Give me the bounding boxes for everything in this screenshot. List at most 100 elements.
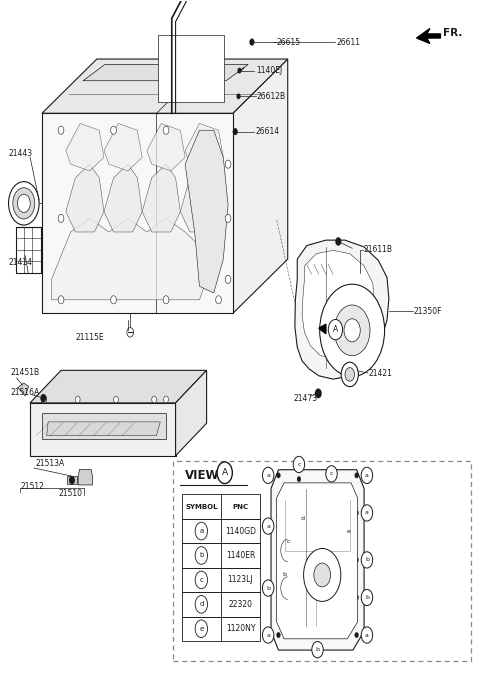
Text: b: b [315,647,320,652]
Polygon shape [66,164,104,232]
Polygon shape [42,59,288,113]
Circle shape [237,93,240,99]
Circle shape [297,539,301,544]
Circle shape [263,518,274,534]
Text: e: e [347,529,350,534]
Polygon shape [147,123,185,171]
Bar [157,35,225,102]
Bar [182,494,260,519]
Circle shape [355,473,359,478]
Circle shape [195,620,207,637]
Circle shape [303,548,341,601]
Text: d: d [300,516,305,521]
Polygon shape [78,469,93,485]
Polygon shape [185,130,228,293]
Polygon shape [18,383,29,396]
Circle shape [297,511,308,526]
Text: a: a [266,473,270,478]
Text: A: A [333,325,338,334]
Text: 21421: 21421 [369,368,393,377]
Text: c: c [297,462,300,467]
Circle shape [225,215,231,223]
Circle shape [9,182,39,225]
Circle shape [58,296,64,304]
Circle shape [75,396,80,403]
Circle shape [355,557,359,563]
Text: a: a [365,511,369,516]
Text: b: b [282,573,286,577]
Text: 21414: 21414 [9,258,33,267]
Text: VIEW: VIEW [185,469,220,482]
Circle shape [326,466,337,482]
Polygon shape [302,251,374,359]
Text: e: e [199,626,204,632]
Text: 26615: 26615 [277,37,301,46]
Polygon shape [295,240,389,379]
Circle shape [58,126,64,134]
Circle shape [238,68,241,74]
Circle shape [361,505,372,521]
Text: c: c [199,577,204,583]
Circle shape [17,194,30,212]
Circle shape [152,396,156,403]
Circle shape [336,238,341,246]
Text: 26611: 26611 [336,37,360,46]
Circle shape [283,533,294,550]
Circle shape [355,595,359,600]
Text: PNC: PNC [232,504,249,509]
Text: FR.: FR. [443,29,462,38]
Text: 22320: 22320 [228,600,252,609]
Circle shape [355,510,359,516]
Polygon shape [47,422,160,435]
Polygon shape [271,470,364,650]
Circle shape [345,368,355,381]
Circle shape [195,522,207,540]
Circle shape [315,389,322,398]
Bar [173,460,471,661]
Circle shape [361,627,372,643]
Polygon shape [104,164,142,232]
Text: A: A [222,469,228,477]
Polygon shape [67,476,77,484]
Circle shape [336,529,340,535]
Circle shape [328,319,343,340]
Polygon shape [176,370,206,456]
Text: 26612B: 26612B [257,92,286,101]
Polygon shape [180,164,218,232]
Circle shape [127,328,133,337]
Polygon shape [185,123,223,171]
Circle shape [361,589,372,605]
Circle shape [314,563,331,587]
Text: c: c [330,471,333,477]
Polygon shape [30,370,206,403]
Text: SYMBOL: SYMBOL [185,504,217,509]
Polygon shape [42,413,166,439]
Bar [182,568,260,592]
Text: 21350F: 21350F [413,307,442,316]
Text: 21473: 21473 [293,394,318,402]
Circle shape [361,552,372,568]
Circle shape [330,486,334,491]
Circle shape [276,473,280,478]
Text: a: a [266,524,270,528]
Circle shape [114,396,118,403]
Text: 1140GD: 1140GD [225,526,256,535]
Circle shape [276,586,280,591]
Polygon shape [319,324,326,334]
Text: 21513A: 21513A [36,459,65,468]
Text: 1123LJ: 1123LJ [228,575,253,584]
Circle shape [163,296,169,304]
Text: c: c [287,539,290,543]
Circle shape [163,126,169,134]
Polygon shape [51,219,209,300]
Circle shape [276,524,280,529]
Circle shape [316,633,320,638]
Text: 21451B: 21451B [11,368,40,377]
Text: 21510: 21510 [59,489,83,498]
Circle shape [225,160,231,168]
Polygon shape [104,123,142,171]
Circle shape [355,633,359,638]
Text: a: a [199,528,204,534]
Bar [182,616,260,641]
Circle shape [343,524,354,540]
